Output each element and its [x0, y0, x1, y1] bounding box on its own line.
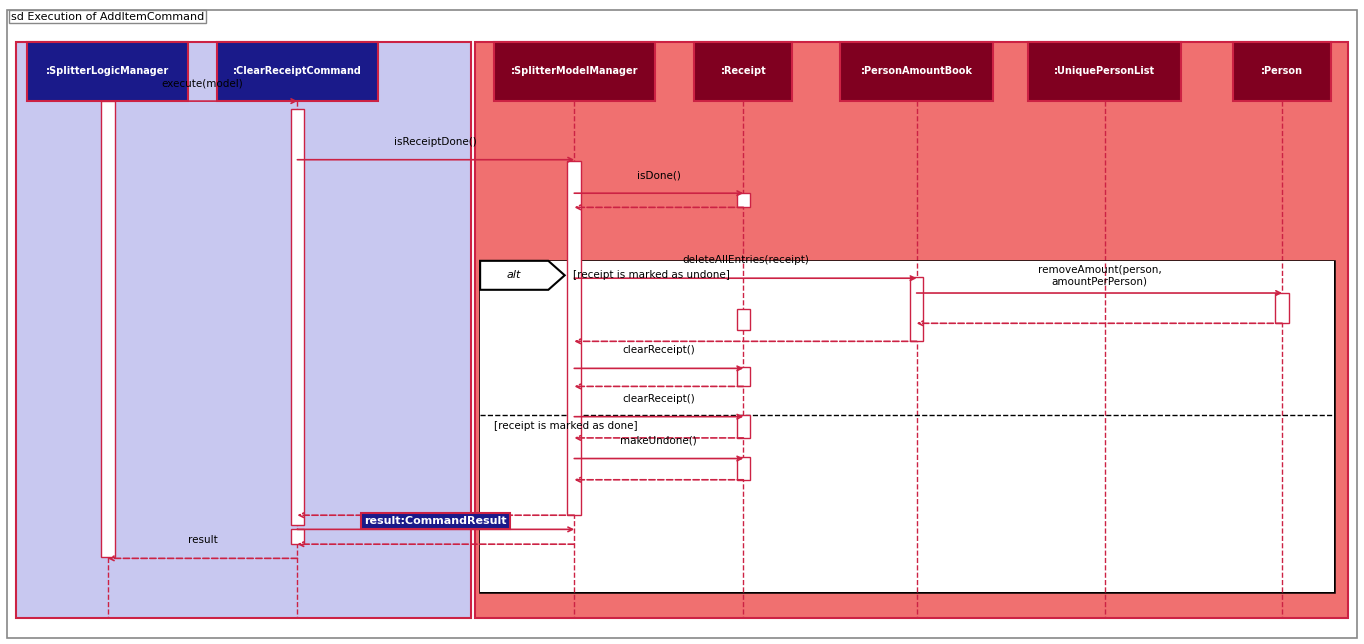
Text: :ClearReceiptCommand: :ClearReceiptCommand: [233, 66, 361, 77]
Text: isReceiptDone(): isReceiptDone(): [394, 137, 477, 147]
Text: :Person: :Person: [1262, 66, 1303, 77]
Bar: [840, 42, 993, 101]
Text: clearReceipt(): clearReceipt(): [622, 345, 696, 355]
Text: clearReceipt(): clearReceipt(): [622, 393, 696, 404]
Bar: [567, 161, 581, 515]
Bar: [101, 101, 115, 557]
Bar: [480, 261, 1334, 592]
Text: removeAmount(person,
amountPerPerson): removeAmount(person, amountPerPerson): [1038, 265, 1161, 287]
Bar: [737, 415, 750, 438]
Bar: [694, 42, 792, 101]
Text: :UniquePersonList: :UniquePersonList: [1054, 66, 1155, 77]
Bar: [291, 109, 304, 525]
Bar: [1028, 42, 1181, 101]
Bar: [1275, 293, 1289, 323]
Bar: [1233, 42, 1331, 101]
Bar: [291, 529, 304, 544]
Text: [receipt is marked as done]: [receipt is marked as done]: [494, 421, 637, 431]
Text: makeUndone(): makeUndone(): [621, 435, 697, 446]
Bar: [737, 309, 750, 330]
Text: [receipt is marked as undone]: [receipt is marked as undone]: [573, 270, 730, 280]
Text: isDone(): isDone(): [637, 170, 681, 180]
Text: execute(model): execute(model): [162, 78, 243, 88]
Bar: [475, 42, 1348, 618]
Text: :Receipt: :Receipt: [720, 66, 767, 77]
Text: alt: alt: [507, 270, 521, 280]
Bar: [27, 42, 188, 101]
Bar: [737, 457, 750, 480]
Bar: [910, 277, 923, 341]
Polygon shape: [480, 261, 565, 290]
Text: Logic: Logic: [222, 50, 265, 64]
Text: sd Execution of AddItemCommand: sd Execution of AddItemCommand: [11, 12, 205, 22]
Bar: [737, 193, 750, 207]
Text: result:CommandResult: result:CommandResult: [364, 516, 507, 526]
Text: result: result: [421, 521, 450, 531]
Text: Model: Model: [888, 50, 934, 64]
Bar: [217, 42, 378, 101]
Bar: [480, 261, 1334, 592]
Text: result: result: [188, 535, 217, 545]
Text: :SplitterModelManager: :SplitterModelManager: [510, 66, 638, 77]
Bar: [737, 367, 750, 386]
Bar: [494, 42, 655, 101]
Text: deleteAllEntries(receipt): deleteAllEntries(receipt): [682, 255, 809, 265]
Bar: [16, 42, 471, 618]
Text: :SplitterLogicManager: :SplitterLogicManager: [46, 66, 169, 77]
Text: :PersonAmountBook: :PersonAmountBook: [861, 66, 973, 77]
